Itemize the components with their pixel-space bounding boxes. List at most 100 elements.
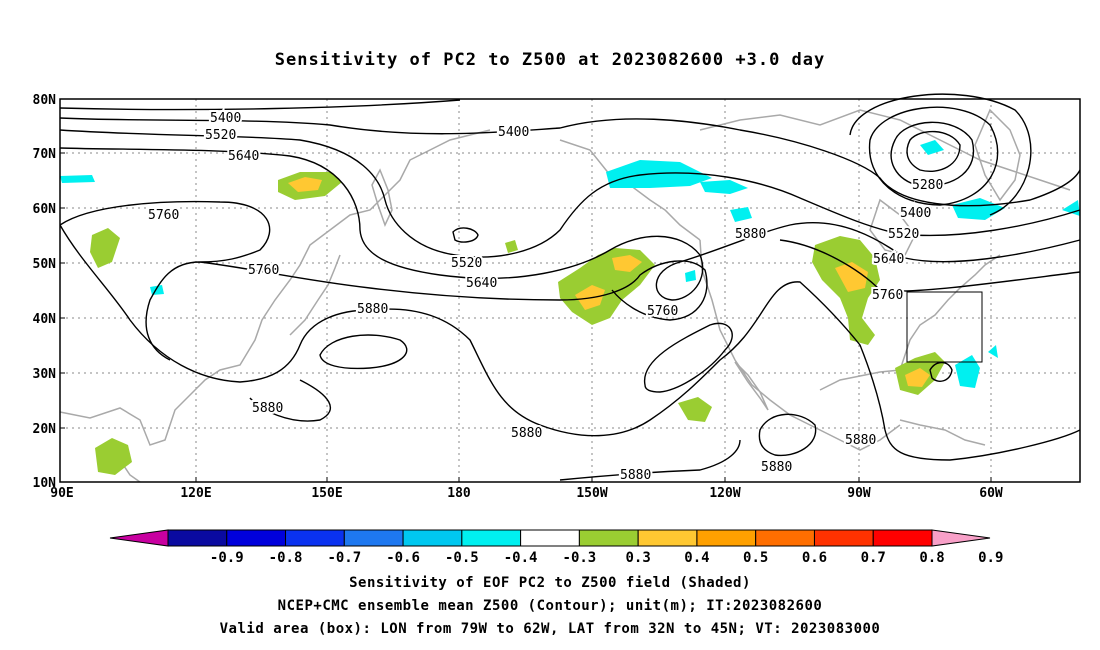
contour-5400 xyxy=(59,99,461,111)
coast-baja xyxy=(734,361,769,411)
colorbar-label: -0.5 xyxy=(445,550,479,566)
colorbar-swatch xyxy=(167,529,228,547)
lon-label: 150E xyxy=(311,486,342,501)
contour-label: 5880 xyxy=(845,433,876,448)
contour-label: 5400 xyxy=(900,206,931,221)
shade-positive-0.4 xyxy=(288,177,322,192)
colorbar-label: 0.9 xyxy=(978,550,1003,566)
shade-negative xyxy=(920,140,944,155)
valid-area-box xyxy=(906,291,983,363)
contour-label: 5640 xyxy=(228,149,259,164)
lat-label: 70N xyxy=(33,147,57,162)
contour-label: 5520 xyxy=(888,227,919,242)
shade-negative xyxy=(685,270,696,282)
lon-label: 150W xyxy=(576,486,607,501)
lon-label: 120W xyxy=(709,486,740,501)
colorbar: -0.9 -0.8 -0.7 -0.6 -0.5 -0.4 -0.3 0.3 0.4 0.5 0.6… xyxy=(109,529,1003,566)
colorbar-swatch xyxy=(872,529,933,547)
contour-label: 5880 xyxy=(511,426,542,441)
lon-label: 90W xyxy=(847,486,871,501)
contour-5400 xyxy=(868,106,999,206)
contour-label: 5760 xyxy=(872,288,903,303)
shade-positive xyxy=(505,240,518,253)
contour-5880 xyxy=(929,361,953,382)
shade-positive xyxy=(812,236,880,345)
colorbar-swatch xyxy=(461,529,522,547)
lon-label: 180 xyxy=(447,486,471,501)
lat-label: 10N xyxy=(33,476,57,491)
colorbar-label: -0.3 xyxy=(563,550,597,566)
lon-label: 120E xyxy=(180,486,211,501)
shade-negative xyxy=(150,285,164,295)
shade-negative xyxy=(1062,200,1080,216)
coast-alaska xyxy=(559,139,701,241)
contour-5520 xyxy=(452,227,479,243)
shade-positive xyxy=(558,248,655,325)
colorbar-swatch xyxy=(226,529,287,547)
contour-label: 5880 xyxy=(761,460,792,475)
colorbar-label: 0.7 xyxy=(861,550,886,566)
colorbar-swatch xyxy=(637,529,698,547)
contour-label: 5400 xyxy=(210,111,241,126)
gridlines xyxy=(60,99,1080,482)
contour-label: 5640 xyxy=(873,252,904,267)
shade-positive-0.4 xyxy=(905,368,930,387)
contour-5760 xyxy=(779,239,1081,292)
caption-valid-area: Valid area (box): LON from 79W to 62W, L… xyxy=(219,621,881,637)
colorbar-label: -0.6 xyxy=(386,550,420,566)
contour-5760 xyxy=(59,200,708,361)
colorbar-swatch xyxy=(755,529,815,547)
lat-label: 80N xyxy=(33,93,57,108)
contour-label: 5880 xyxy=(620,468,651,483)
colorbar-label: 0.8 xyxy=(919,550,944,566)
shade-positive-0.4 xyxy=(612,255,642,272)
colorbar-label: 0.4 xyxy=(684,550,709,566)
chart-title: Sensitivity of PC2 to Z500 at 2023082600… xyxy=(274,50,826,70)
tick-marks xyxy=(60,98,992,482)
shade-negative xyxy=(730,207,752,222)
shade-positive-0.4 xyxy=(835,262,868,292)
contour-labels: 5400 5520 5640 5760 5280 5400 5520 5640 … xyxy=(146,109,945,485)
contour-5520 xyxy=(849,93,1032,216)
contour-5280 xyxy=(906,130,961,172)
contour-label: 5520 xyxy=(205,128,236,143)
contour-label: 5760 xyxy=(647,304,678,319)
contour-5880 xyxy=(59,224,1081,461)
contour-5880 xyxy=(249,379,332,422)
colorbar-swatch xyxy=(402,529,463,547)
colorbar-label: 0.5 xyxy=(743,550,768,566)
caption-shading: Sensitivity of EOF PC2 to Z500 field (Sh… xyxy=(349,575,751,591)
coast-gulf-florida xyxy=(819,254,1001,391)
coast-caribbean xyxy=(899,419,986,446)
shade-negative xyxy=(700,180,748,194)
colorbar-max-triangle xyxy=(931,529,991,547)
contour-label: 5280 xyxy=(912,178,943,193)
colorbar-label: -0.8 xyxy=(269,550,303,566)
lon-label: 60W xyxy=(979,486,1003,501)
coast-asia-east xyxy=(59,129,491,446)
lat-label: 60N xyxy=(33,202,57,217)
contour-label: 5880 xyxy=(252,401,283,416)
colorbar-label: 0.3 xyxy=(626,550,651,566)
coast-kamchatka xyxy=(371,168,393,227)
coast-japan xyxy=(289,254,341,336)
contour-5400 xyxy=(59,117,1081,207)
shade-positive xyxy=(90,228,120,268)
shade-positive xyxy=(678,397,712,422)
colorbar-swatch xyxy=(696,529,757,547)
contour-5520 xyxy=(59,129,1081,258)
contour-5640 xyxy=(59,147,1081,301)
lat-label: 30N xyxy=(33,367,57,382)
colorbar-swatch xyxy=(285,529,345,547)
coast-greenland xyxy=(974,108,1021,202)
colorbar-label: -0.7 xyxy=(327,550,361,566)
contour-label: 5760 xyxy=(148,208,179,223)
colorbar-swatch xyxy=(813,529,874,547)
z500-contours xyxy=(59,93,1081,481)
shade-positive xyxy=(95,438,132,475)
shade-negative xyxy=(988,345,998,358)
colorbar-swatch xyxy=(520,529,580,547)
latitude-labels: 80N 70N 60N 50N 40N 30N 20N 10N xyxy=(33,93,57,491)
contour-label: 5640 xyxy=(466,276,497,291)
